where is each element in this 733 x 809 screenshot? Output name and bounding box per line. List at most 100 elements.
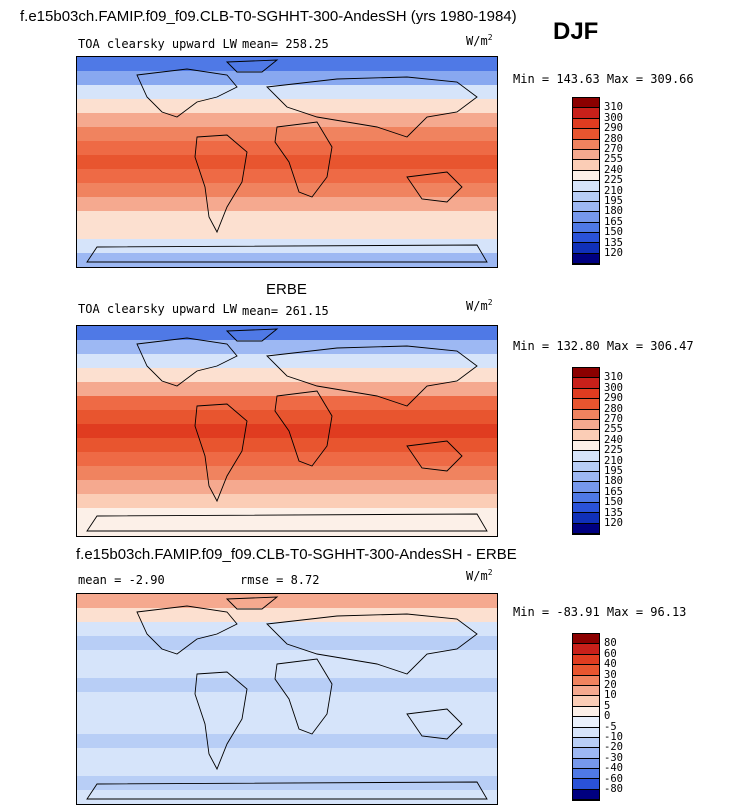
map-band [77, 410, 497, 425]
colorbar-cell [573, 451, 599, 462]
colorbar-tick-label: 120 [604, 247, 623, 259]
coastline [86, 244, 488, 263]
map-band [77, 197, 497, 212]
colorbar-tick-label: 240 [604, 433, 623, 446]
colorbar-cell [573, 409, 599, 420]
coastline [194, 403, 248, 503]
colorbar-tick-label: 290 [604, 122, 623, 135]
colorbar-cell [573, 654, 599, 666]
panel-1-colorbar: 310 300 290 280 270 255 240 225 210 195 180 165 150 1… [572, 97, 623, 266]
map-band [77, 127, 497, 142]
map-band [77, 594, 497, 609]
map-band [77, 368, 497, 383]
coastline [86, 781, 488, 800]
colorbar-cell [573, 706, 599, 718]
coastline [406, 708, 463, 740]
coastline [274, 658, 333, 735]
colorbar-cell [573, 675, 599, 686]
map-band [77, 211, 497, 226]
map-band [77, 253, 497, 267]
colorbar-cell [573, 181, 599, 192]
colorbar-cell [573, 149, 599, 161]
panel-1-map [76, 56, 498, 268]
colorbar-tick-label: 300 [604, 381, 623, 394]
colorbar-cell [573, 440, 599, 452]
panel-2-units: W/m2 [466, 298, 493, 313]
panel-1-units: W/m2 [466, 33, 493, 48]
coastline [136, 337, 238, 387]
colorbar-cell [573, 634, 599, 645]
colorbar-cell [573, 191, 599, 202]
map-band [77, 734, 497, 749]
colorbar-cell [573, 170, 599, 182]
colorbar-tick-label: 180 [604, 475, 623, 488]
coastline [225, 59, 279, 73]
map-band [77, 452, 497, 467]
colorbar-cells [572, 633, 600, 802]
colorbar-tick-label: 135 [604, 506, 623, 519]
colorbar-cell [573, 717, 599, 728]
panel-1-variable: TOA clearsky upward LW [78, 37, 237, 51]
colorbar-cell [573, 139, 599, 150]
colorbar-cell [573, 212, 599, 223]
coastline [225, 596, 279, 610]
colorbar-tick-label: 240 [604, 163, 623, 176]
panel-3-map [76, 593, 498, 805]
colorbar-tick-label: 210 [604, 454, 623, 467]
colorbar-cell [573, 222, 599, 234]
panel-3-colorbar: 80 60 40 30 20 10 5 0 -5 -10 -20 -30 -40 -60 -80 [572, 633, 623, 802]
map-band [77, 748, 497, 763]
colorbar-tick-label: 255 [604, 153, 623, 166]
map-band [77, 636, 497, 651]
colorbar-cell [573, 378, 599, 389]
map-band [77, 608, 497, 623]
colorbar-tick-label: 270 [604, 413, 623, 425]
map-band [77, 664, 497, 679]
panel-3-title: f.e15b03ch.FAMIP.f09_f09.CLB-T0-SGHHT-30… [76, 546, 517, 563]
colorbar-cell [573, 758, 599, 770]
colorbar-cell [573, 108, 599, 119]
map-band [77, 720, 497, 735]
coastline [406, 440, 463, 472]
coastline [266, 345, 478, 407]
map-band [77, 480, 497, 495]
map-band [77, 155, 497, 170]
map-band [77, 57, 497, 72]
colorbar-tick-label: 165 [604, 485, 623, 498]
colorbar-cell [573, 503, 599, 514]
colorbar-tick-label: 290 [604, 392, 623, 405]
colorbar-tick-label: 20 [604, 679, 617, 691]
map-band [77, 522, 497, 536]
colorbar-tick-label: -5 [604, 720, 617, 733]
panel-3-units: W/m2 [466, 568, 493, 583]
map-band [77, 71, 497, 86]
colorbar-cell [573, 769, 599, 780]
map-band [77, 494, 497, 509]
colorbar-cell [573, 737, 599, 749]
colorbar-tick-label: 135 [604, 236, 623, 249]
map-band [77, 790, 497, 804]
panel-3-minmax: Min = -83.91 Max = 96.13 [513, 605, 687, 619]
coastline [86, 513, 488, 532]
map-band [77, 326, 497, 341]
panel-2-mean: mean= 261.15 [242, 304, 329, 318]
map-band [77, 183, 497, 198]
colorbar-tick-label: 60 [604, 647, 617, 660]
colorbar-tick-label: -20 [604, 741, 623, 754]
colorbar-tick-label: 225 [604, 174, 623, 187]
colorbar-cell [573, 471, 599, 483]
colorbar-cell [573, 118, 599, 130]
colorbar-tick-label: 280 [604, 402, 623, 415]
colorbar-cell [573, 160, 599, 171]
panel-2-title: ERBE [266, 281, 307, 298]
colorbar-tick-label: 225 [604, 444, 623, 457]
panel-3-mean: mean = -2.90 [78, 573, 165, 587]
map-band [77, 85, 497, 100]
main-title: f.e15b03ch.FAMIP.f09_f09.CLB-T0-SGHHT-30… [20, 8, 517, 25]
colorbar-tick-label: -80 [604, 783, 623, 795]
colorbar-cell [573, 685, 599, 697]
map-band [77, 225, 497, 240]
coastline [274, 121, 333, 198]
panel-1-mean: mean= 258.25 [242, 37, 329, 51]
colorbar-tick-label: 10 [604, 689, 617, 702]
